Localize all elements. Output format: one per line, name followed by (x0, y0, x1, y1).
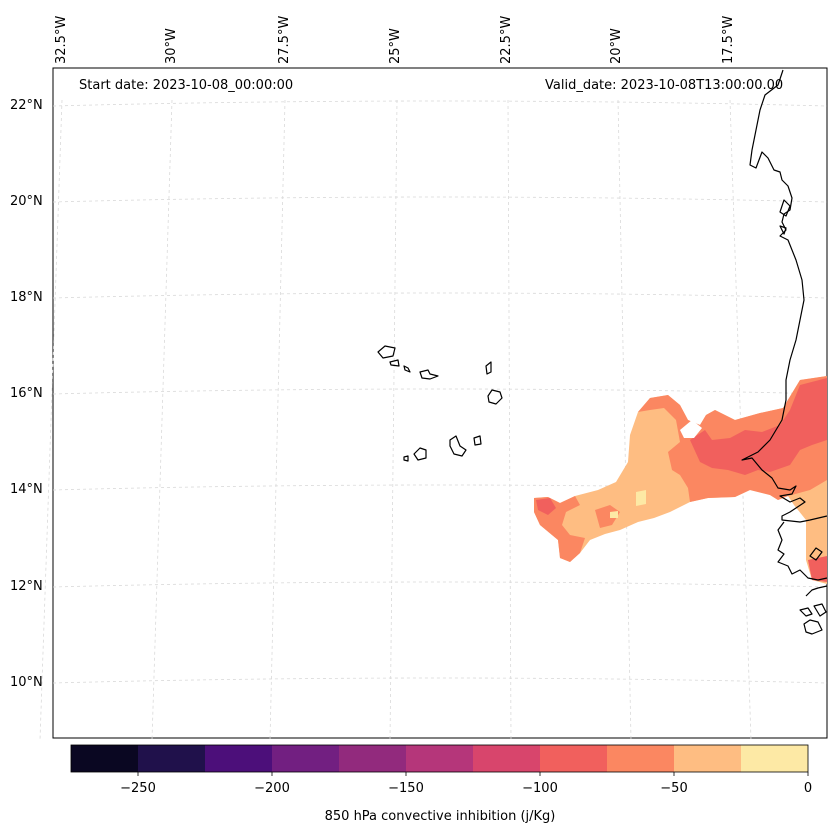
lon-label: 32.5°W (54, 15, 69, 64)
colorbar-tick: −50 (660, 781, 688, 796)
colorbar-swatch (406, 745, 473, 772)
island (449, 435, 467, 457)
lon-label: 22.5°W (499, 15, 514, 64)
lon-label: 27.5°W (277, 15, 292, 64)
colorbar-tick: −150 (388, 781, 424, 796)
cin-region-red (536, 498, 556, 515)
island (487, 389, 503, 405)
lat-label: 12°N (10, 579, 43, 594)
colorbar-label: 850 hPa convective inhibition (j/Kg) (324, 809, 556, 824)
colorbar-outline (70, 744, 809, 773)
lat-label: 22°N (10, 98, 43, 113)
lon-label: 17.5°W (721, 15, 736, 64)
lat-label: 14°N (10, 482, 43, 497)
island (403, 365, 411, 373)
african-coast-south (777, 521, 828, 581)
cin-region-palest (636, 490, 646, 506)
cin-field (534, 376, 827, 584)
island (413, 447, 427, 461)
start-date-label: Start date: 2023-10-08_00:00:00 (79, 78, 294, 93)
cin-region-mid (595, 505, 620, 528)
lon-label: 20°W (609, 28, 624, 64)
lat-label: 16°N (10, 386, 43, 401)
island (473, 435, 482, 446)
cin-region-red (690, 378, 827, 475)
african-coast (741, 69, 828, 523)
colorbar-swatch (272, 745, 339, 772)
island (389, 359, 400, 367)
colorbar (70, 744, 809, 776)
colorbar-swatch (473, 745, 540, 772)
colorbar-tick: −100 (522, 781, 558, 796)
colorbar-swatch (138, 745, 205, 772)
island (485, 361, 492, 375)
colorbar-swatch (205, 745, 272, 772)
colorbar-tick: 0 (803, 781, 813, 796)
colorbar-tick: −250 (120, 781, 156, 796)
colorbar-swatch (674, 745, 741, 772)
cin-region-palest (610, 511, 618, 518)
island (377, 345, 396, 359)
cin-region-white (680, 420, 702, 438)
cin-region-red (808, 556, 827, 582)
colorbar-tick: −200 (254, 781, 290, 796)
colorbar-swatch (540, 745, 607, 772)
island (419, 369, 439, 380)
colorbar-swatch (71, 745, 138, 772)
colorbar-swatch (741, 745, 808, 772)
lat-label: 20°N (10, 194, 43, 209)
map-frame (52, 67, 828, 739)
island (403, 455, 409, 462)
valid-date-label: Valid_date: 2023-10-08T13:00:00.00 (545, 78, 784, 93)
lat-label: 18°N (10, 290, 43, 305)
colorbar-swatch (339, 745, 406, 772)
lon-label: 25°W (388, 28, 403, 64)
coastline (377, 69, 828, 635)
colorbar-swatch (607, 745, 674, 772)
lon-label: 30°W (164, 28, 179, 64)
lat-label: 10°N (10, 675, 43, 690)
